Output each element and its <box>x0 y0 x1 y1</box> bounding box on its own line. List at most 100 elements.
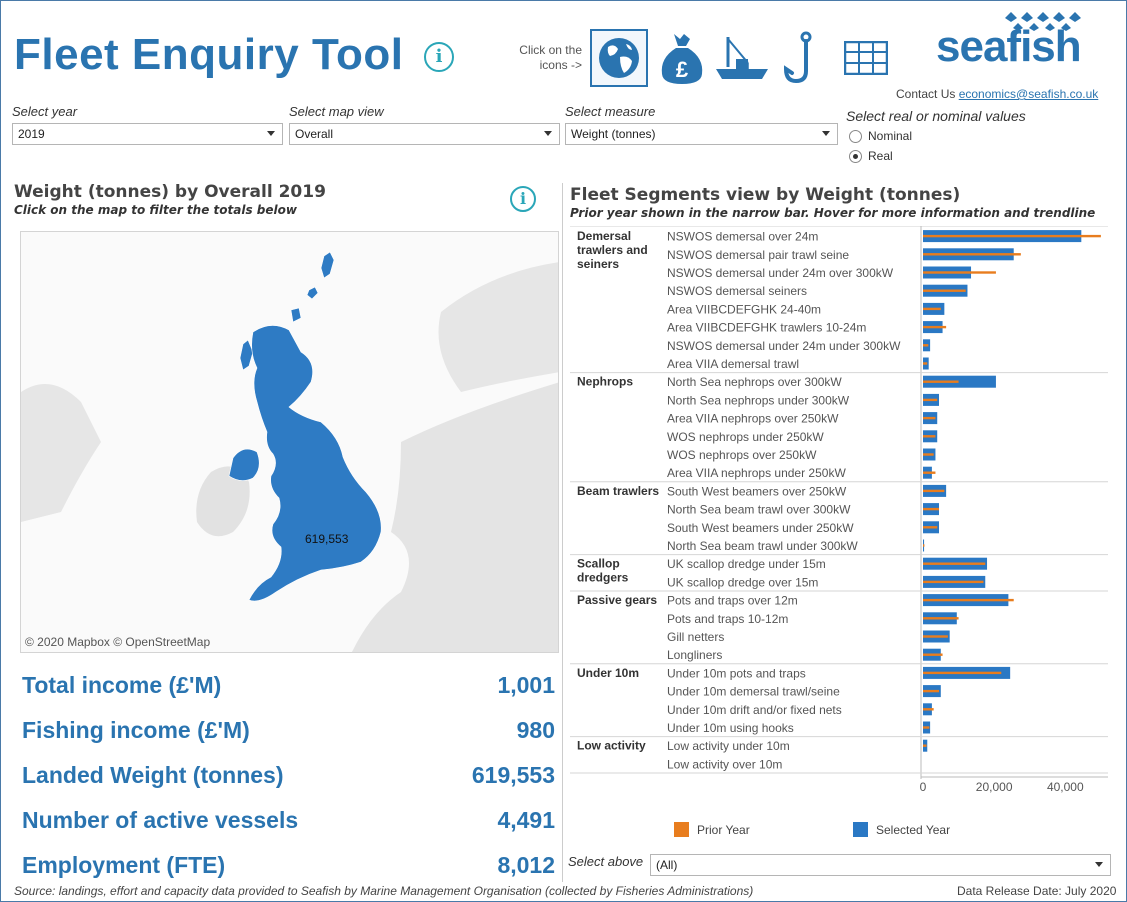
segment-label: NSWOS demersal under 24m over 300kW <box>667 266 894 280</box>
radio-circle[interactable] <box>849 129 862 143</box>
segment-label: Area VIIBCDEFGHK 24-40m <box>667 302 821 316</box>
radio-real[interactable]: Real <box>849 149 893 163</box>
bar-prior-year <box>923 325 947 329</box>
segment-label: Area VIIA demersal trawl <box>667 357 799 371</box>
group-label: Under 10m <box>577 666 639 680</box>
map-panel-subtitle: Click on the map to filter the totals be… <box>14 203 297 217</box>
segment-label: Low activity over 10m <box>667 757 782 771</box>
segment-label: Longliners <box>667 648 722 662</box>
fleet-panel-title: Fleet Segments view by Weight (tonnes) <box>570 185 961 205</box>
segment-label: North Sea nephrops under 300kW <box>667 393 850 407</box>
click-hint: Click on the icons -> <box>519 43 582 72</box>
x-tick-label: 20,000 <box>976 780 1013 794</box>
measure-select-value: Weight (tonnes) <box>571 127 656 141</box>
bar-prior-year <box>923 562 986 565</box>
uk-map[interactable]: 619,553 © 2020 Mapbox © OpenStreetMap <box>20 231 559 653</box>
table-icon[interactable] <box>837 29 895 87</box>
segment-label: Under 10m drift and/or fixed nets <box>667 703 842 717</box>
group-label: trawlers and <box>577 243 648 257</box>
bar-prior-year <box>923 289 966 292</box>
bar-prior-year <box>923 617 959 620</box>
uk-shape[interactable] <box>228 251 382 602</box>
legend-swatch-prior <box>674 822 689 837</box>
segment-label: UK scallop dredge under 15m <box>667 557 826 571</box>
bar-prior-year <box>923 380 959 383</box>
group-label: seiners <box>577 257 619 271</box>
bar-prior-year <box>923 344 929 347</box>
bar-prior-year <box>923 307 941 311</box>
segment-label: Area VIIA nephrops under 250kW <box>667 466 846 480</box>
kpi-value-employment: 8,012 <box>497 852 555 878</box>
group-label: Beam trawlers <box>577 484 659 498</box>
legend-selected-year[interactable]: Selected Year <box>853 822 950 837</box>
segment-label: NSWOS demersal pair trawl seine <box>667 248 849 262</box>
map-view-select[interactable]: Overall <box>289 123 560 145</box>
measure-label: Select measure <box>565 104 656 119</box>
legend-prior-year[interactable]: Prior Year <box>674 822 750 837</box>
footer-release-date: Data Release Date: July 2020 <box>957 884 1117 898</box>
greenland-land <box>21 384 101 522</box>
bar-prior-year <box>923 744 927 747</box>
footer-source: Source: landings, effort and capacity da… <box>14 884 754 898</box>
year-select[interactable]: 2019 <box>12 123 283 145</box>
chevron-down-icon <box>822 131 830 136</box>
bar-prior-year <box>923 635 948 638</box>
kpi-label-employment: Employment (FTE) <box>22 852 226 878</box>
globe-icon[interactable] <box>590 29 648 87</box>
map-view-select-value: Overall <box>295 127 334 141</box>
segment-label: NSWOS demersal under 24m under 300kW <box>667 339 901 353</box>
bar-prior-year <box>923 726 930 729</box>
select-above-dropdown[interactable]: (All) <box>650 854 1111 876</box>
segment-label: North Sea beam trawl over 300kW <box>667 503 851 517</box>
year-select-value: 2019 <box>18 127 45 141</box>
bar-prior-year <box>923 398 938 402</box>
year-label: Select year <box>12 104 78 119</box>
segment-label: Under 10m using hooks <box>667 721 794 735</box>
measure-select[interactable]: Weight (tonnes) <box>565 123 838 145</box>
segment-label: Gill netters <box>667 630 724 644</box>
radio-nominal[interactable]: Nominal <box>849 129 912 143</box>
chevron-down-icon <box>544 131 552 136</box>
segment-label: North Sea nephrops over 300kW <box>667 375 842 389</box>
group-label: dredgers <box>577 571 629 585</box>
segment-label: South West beamers under 250kW <box>667 521 854 535</box>
hook-icon[interactable] <box>775 29 833 87</box>
europe-land <box>352 382 558 652</box>
info-icon[interactable]: i <box>510 186 536 212</box>
segment-label: WOS nephrops under 250kW <box>667 430 824 444</box>
select-above-value: (All) <box>656 858 678 872</box>
radio-circle-selected[interactable] <box>849 149 862 163</box>
map-panel-title: Weight (tonnes) by Overall 2019 <box>14 182 326 202</box>
bar-prior-year <box>923 526 938 529</box>
radio-real-label: Real <box>868 149 893 163</box>
bar-prior-year <box>923 471 936 474</box>
bar-prior-year <box>923 708 934 711</box>
map-canvas: 619,553 <box>21 251 558 652</box>
kpi-value-landed-weight: 619,553 <box>471 762 555 788</box>
map-value-label: 619,553 <box>305 532 349 546</box>
bar-prior-year <box>923 598 1014 602</box>
money-bag-icon[interactable]: £ <box>653 29 711 87</box>
fishing-boat-icon[interactable] <box>713 29 771 87</box>
page-title: Fleet Enquiry Tool <box>14 30 404 79</box>
segment-label: Low activity under 10m <box>667 739 790 753</box>
bar-prior-year <box>923 507 940 511</box>
bar-prior-year <box>923 234 1101 238</box>
legend-prior-label: Prior Year <box>697 822 750 837</box>
bar-selected-year <box>923 375 996 388</box>
group-label: Nephrops <box>577 375 633 389</box>
seafish-logo[interactable]: seafish <box>936 22 1082 71</box>
bar-prior-year <box>923 689 940 693</box>
bar-prior-year <box>923 671 1002 675</box>
segment-label: South West beamers over 250kW <box>667 484 847 498</box>
segment-label: Under 10m pots and traps <box>667 666 806 680</box>
kpi-value-active-vessels: 4,491 <box>497 807 555 833</box>
legend-swatch-selected <box>853 822 868 837</box>
contact-email-link[interactable]: economics@seafish.co.uk <box>958 87 1099 101</box>
panel-divider <box>562 183 563 882</box>
bar-prior-year <box>923 435 936 438</box>
segment-label: Under 10m demersal trawl/seine <box>667 685 840 699</box>
info-icon[interactable]: i <box>424 42 454 72</box>
radio-nominal-label: Nominal <box>868 129 913 143</box>
